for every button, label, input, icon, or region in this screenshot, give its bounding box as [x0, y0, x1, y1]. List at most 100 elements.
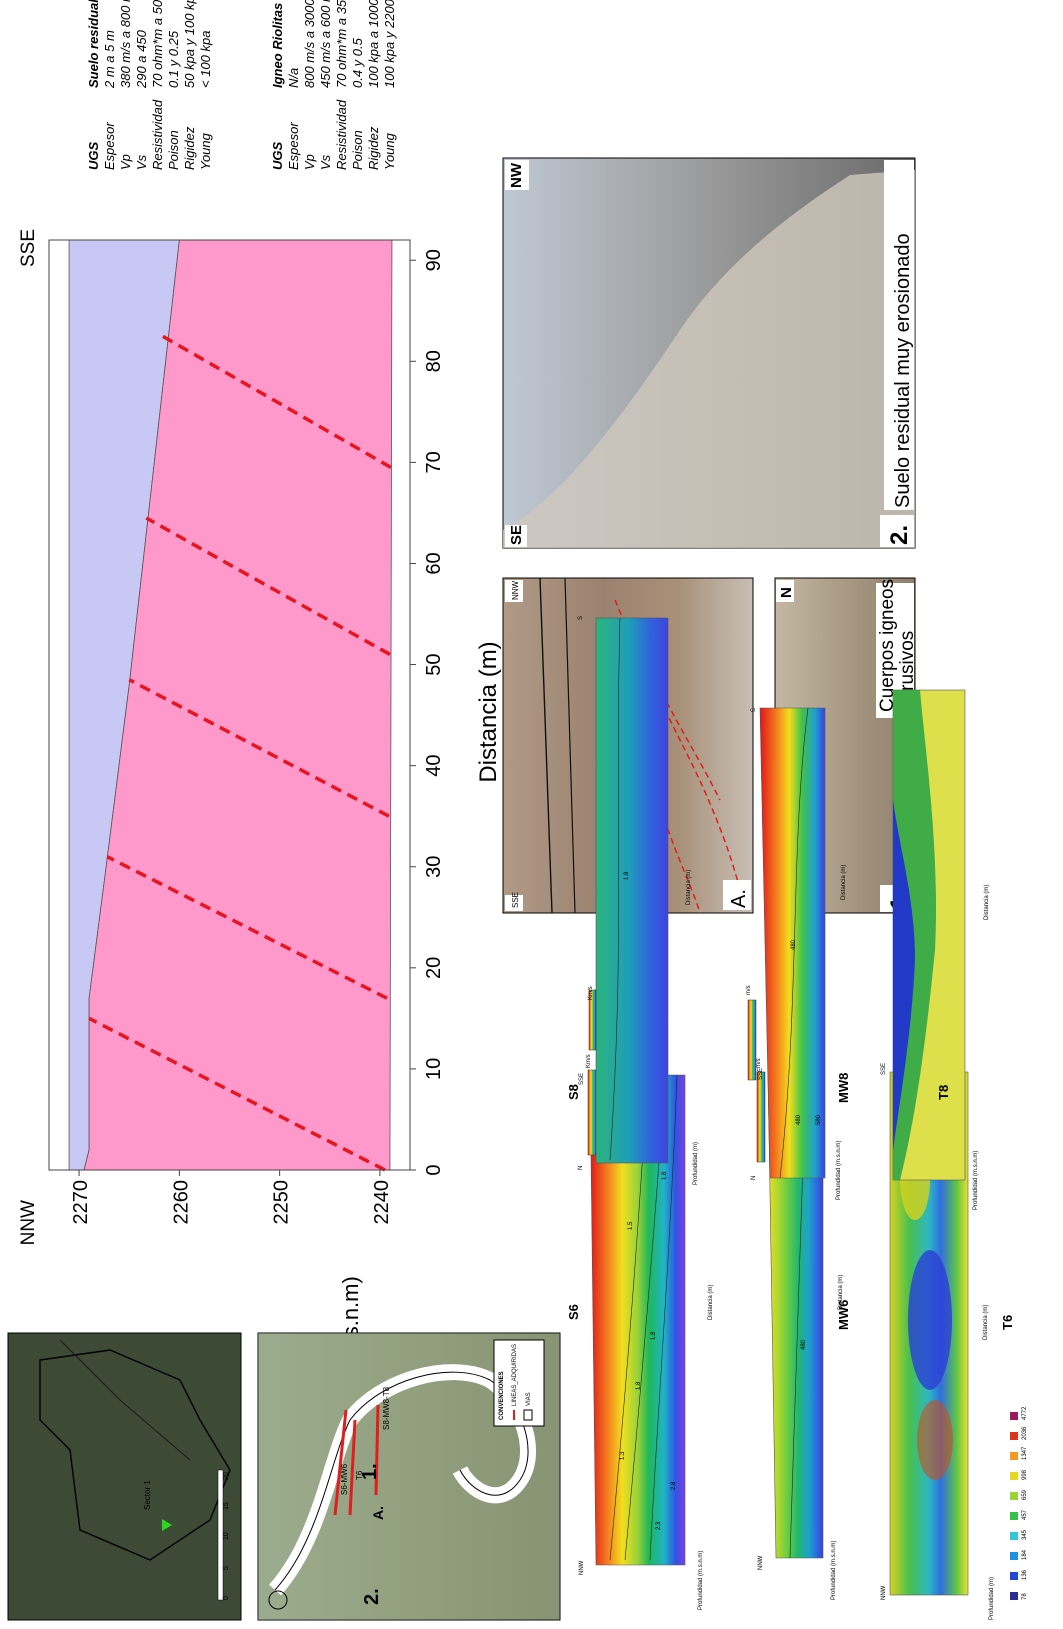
t6-ylabel: Profundidad (m): [989, 1577, 995, 1620]
t6-legend-swatch: [1010, 1432, 1018, 1440]
y-tick-label: 2270: [70, 1180, 92, 1225]
x-tick-label: 40: [423, 755, 445, 777]
compass-icon: [268, 1590, 288, 1610]
legend-row-key: Rigidez: [366, 126, 381, 170]
mw8-xlabel: Distancia (m): [841, 865, 847, 900]
legend-row-key: Resistividad: [334, 99, 349, 170]
photo-a-left: SSE: [511, 892, 520, 908]
y-tick-label: 2240: [371, 1180, 393, 1225]
map-marker-1: 1.: [359, 1463, 381, 1480]
t6-legend-value: 1347: [1022, 1446, 1028, 1460]
map-marker-a: A.: [370, 1506, 386, 1520]
t6-legend-value: 659: [1022, 1489, 1028, 1500]
x-tick-label: 80: [423, 350, 445, 372]
mw6-right: SSE: [758, 1068, 764, 1080]
legend-row-key: Poison: [166, 130, 181, 170]
unit2-title: Igneo Riolitas e instrusivo: [270, 0, 285, 88]
fracture-lines: [88, 334, 392, 1172]
t6-title: T6: [1000, 1315, 1015, 1330]
scale-tick-label: 0: [223, 1596, 230, 1600]
mw6-contour: 480: [801, 1339, 807, 1350]
fracture-line: [88, 1016, 386, 1172]
mw8-right: S: [751, 708, 757, 712]
s6-contour: 1.5: [628, 1221, 634, 1230]
photo-2: SE NW 2. Suelo residual muy erosionado: [502, 157, 916, 549]
road-outline: [274, 1371, 529, 1591]
s8-xlabel: Distancia (m): [686, 870, 692, 905]
t6-left: NNW: [881, 1585, 887, 1600]
mw6-title: MW6: [836, 1300, 851, 1330]
t6-right: SSE: [881, 1063, 887, 1075]
map-marker-2: 2.: [361, 1588, 383, 1605]
legend-row-value: 290 a 450: [134, 29, 149, 89]
photo-a-label: A.: [728, 889, 750, 908]
legend-row-value: 800 m/s a 3000 m/s: [302, 0, 317, 88]
x-tick-label: 20: [423, 957, 445, 979]
legend-row-key: Vs: [318, 154, 333, 170]
panel-mw6: MW6 Distancia (m) Profundidad (m.s.n.m) …: [756, 1058, 851, 1600]
scale-bar: [217, 1469, 224, 1601]
s6-right: SSE: [579, 1073, 585, 1085]
mw8-ylabel: Profundidad (m.s.n.m): [836, 1141, 842, 1200]
legend-row-key: Young: [198, 132, 213, 170]
mw6-ylabel: Profundidad (m.s.n.m): [831, 1541, 837, 1600]
photo-2-left: SE: [508, 525, 525, 545]
scale-tick-label: 15: [223, 1502, 230, 1510]
mw8-contour: 480: [796, 1114, 802, 1125]
section-plot-frame: [48, 239, 411, 1171]
boundary-line: [59, 1339, 191, 1461]
unit1-title: Suelo residual arenoso: [86, 0, 101, 88]
legend-row-value: 100 kpa a 1000 kpa: [366, 0, 381, 88]
section-left-label: NNW: [18, 1200, 39, 1245]
s6-contour: 2.3: [656, 1521, 662, 1530]
photo-1-right: N: [778, 587, 795, 598]
s6-contour: 1.8: [651, 1331, 657, 1340]
t6-legend-value: 4772: [1022, 1406, 1028, 1420]
unit2-key: UGS: [270, 142, 285, 171]
s6-ylabel: Profundidad (m.s.n.m): [698, 1551, 704, 1610]
mw8-title: MW8: [836, 1073, 851, 1103]
photo-2-caption: Suelo residual muy erosionado: [892, 233, 914, 508]
map-legend-box-label: VIAS: [526, 1392, 532, 1406]
t6-legend-swatch: [1010, 1532, 1018, 1540]
t6-legend-swatch: [1010, 1492, 1018, 1500]
legend-row-value: N/a: [286, 68, 301, 88]
legend-row-value: 0.1 y 0.25: [166, 30, 181, 88]
s6-title: S6: [566, 1304, 581, 1320]
legend-row-key: Vp: [302, 154, 317, 170]
unit2-legend: UGS Igneo Riolitas e instrusivo Espesor N…: [270, 0, 397, 170]
legend-row-key: Young: [382, 132, 397, 170]
s8-contour: 1.8: [624, 871, 630, 880]
t6-legend-value: 184: [1022, 1549, 1028, 1560]
t6-xlabel: Distancia (m): [983, 1305, 989, 1340]
s6-left: NNW: [579, 1560, 585, 1575]
s6-colorbar: [587, 1069, 597, 1156]
scale-tick-label: 20: [223, 1472, 230, 1480]
panel-mw8: MW8 Distancia (m) Profundidad (m.s.n.m) …: [746, 707, 851, 1200]
s8-left: N: [578, 1166, 584, 1170]
t8-ylabel: Profundidad (m.s.n.m): [973, 1151, 979, 1210]
s8-right: S: [578, 616, 584, 620]
mw6-unit: m/s: [756, 1058, 762, 1068]
x-tick-label: 90: [423, 249, 445, 271]
legend-row-value: 2 m a 5 m: [102, 30, 117, 89]
s6-unit: Km/s: [586, 1054, 592, 1068]
legend-row-value: 70 ohm*m a 3500 ohm*m: [334, 0, 349, 88]
s6-contour: 2.8: [671, 1481, 677, 1490]
survey-line-t6: [348, 1419, 357, 1516]
legend-row-value: < 100 kpa: [198, 31, 213, 88]
legend-row-key: Rigidez: [182, 126, 197, 170]
sector-marker-icon: [162, 1519, 172, 1531]
s8-colorbar: [588, 989, 597, 1051]
legend-row-key: Vs: [134, 154, 149, 170]
map-line-label: T6: [355, 1470, 364, 1480]
mw8-colorbar: [747, 999, 757, 1081]
t8-title: T8: [936, 1085, 951, 1100]
survey-line-s6-mw6: [333, 1409, 348, 1516]
legend-row-value: 380 m/s a 800 m/s: [118, 0, 133, 88]
t6-legend-swatch: [1010, 1592, 1018, 1600]
overview-map: [7, 1332, 242, 1621]
mw8-unit: m/s: [746, 985, 752, 995]
unit1-key: UGS: [86, 142, 101, 171]
unit1-legend: UGS Suelo residual arenoso Espesor 2 m a …: [86, 0, 213, 170]
